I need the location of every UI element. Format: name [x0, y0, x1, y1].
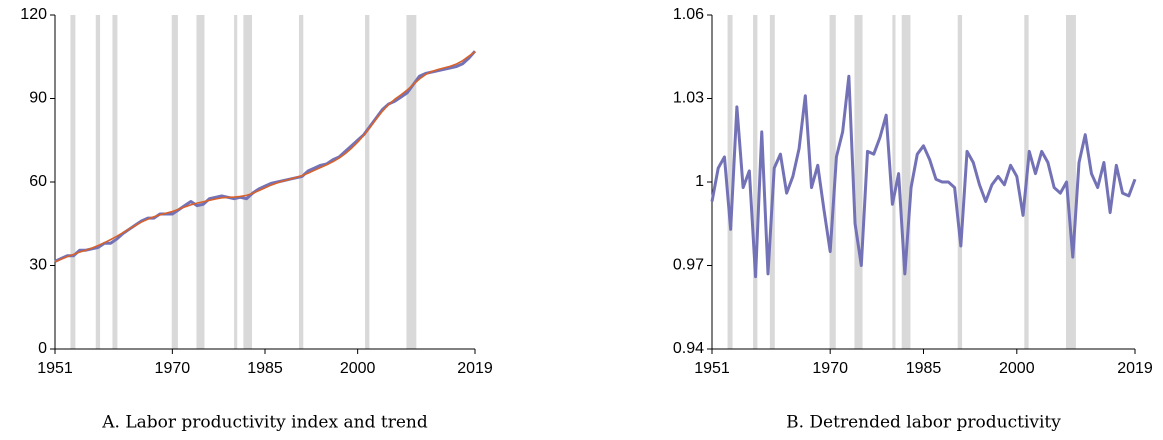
y-tick-label: 60	[29, 173, 47, 190]
y-tick-label: 1	[695, 173, 704, 190]
caption: B. Detrended labor productivity	[786, 413, 1061, 433]
recession-band	[298, 15, 304, 349]
y-tick-label: 1.06	[673, 6, 704, 23]
x-tick-label: 1951	[694, 360, 730, 377]
recession-band	[753, 15, 758, 349]
x-tick-label: 1951	[37, 360, 73, 377]
x-tick-label: 1985	[906, 360, 942, 377]
series-line	[54, 51, 476, 263]
recession-band	[95, 15, 101, 349]
recession-band	[406, 15, 417, 349]
recession-band	[171, 15, 178, 349]
x-tick-label: 1970	[812, 360, 848, 377]
recession-band	[829, 15, 836, 349]
x-tick-label: 1970	[155, 360, 191, 377]
x-tick-label: 2019	[1117, 360, 1153, 377]
x-tick-label: 2019	[457, 360, 493, 377]
series-line	[710, 74, 1137, 279]
y-tick-label: 30	[29, 257, 47, 274]
x-tick-label: 1985	[247, 360, 283, 377]
recession-band	[892, 15, 896, 349]
y-tick-label: 90	[29, 90, 47, 107]
recession-band	[196, 15, 205, 349]
recession-band	[727, 15, 733, 349]
recession-band	[70, 15, 76, 349]
y-tick-label: 0	[38, 340, 47, 357]
y-tick-label: 120	[20, 6, 47, 23]
y-tick-label: 1.03	[673, 90, 704, 107]
recession-band	[957, 15, 963, 349]
recession-band	[1065, 15, 1076, 349]
recession-band	[243, 15, 253, 349]
recession-band	[234, 15, 238, 349]
y-tick-label: 0.94	[673, 340, 704, 357]
y-tick-label: 0.97	[673, 257, 704, 274]
recession-band	[854, 15, 863, 349]
caption: A. Labor productivity index and trend	[101, 413, 428, 433]
x-tick-label: 2000	[999, 360, 1035, 377]
x-tick-label: 2000	[340, 360, 376, 377]
recession-band	[112, 15, 118, 349]
recession-band	[365, 15, 370, 349]
recession-band	[901, 15, 911, 349]
